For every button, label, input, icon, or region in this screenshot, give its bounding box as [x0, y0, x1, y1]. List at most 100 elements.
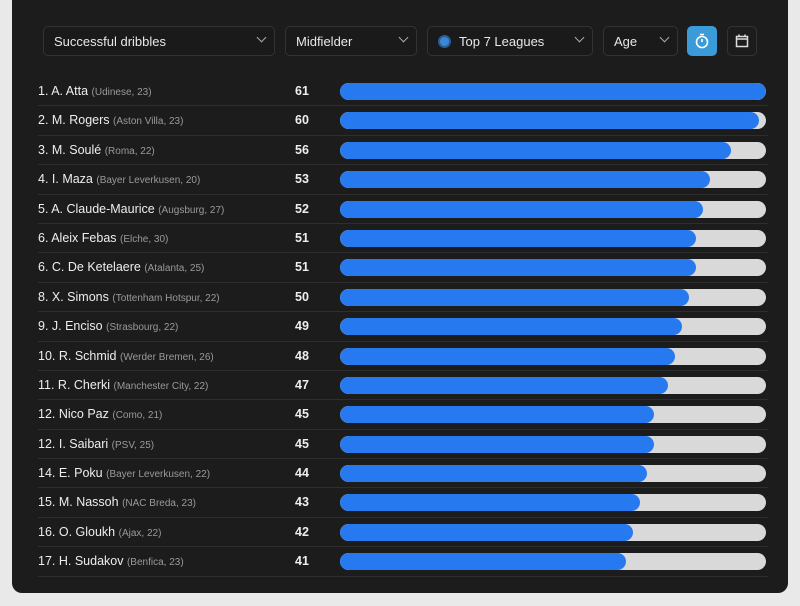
stat-bar-fill — [340, 376, 669, 394]
player-row[interactable]: 12. I. Saibari (PSV, 25) 45 — [38, 430, 768, 460]
stat-value: 53 — [295, 172, 309, 187]
position-select-value: Midfielder — [296, 33, 353, 49]
player-name: 15. M. Nassoh (NAC Breda, 23) — [38, 495, 196, 509]
stat-value: 45 — [295, 407, 309, 422]
player-name: 4. I. Maza (Bayer Leverkusen, 20) — [38, 172, 200, 186]
player-row[interactable]: 1. A. Atta (Udinese, 23) 61 — [38, 77, 768, 107]
stat-bar-fill — [340, 435, 655, 453]
stat-bar-track — [340, 347, 766, 365]
stat-value: 48 — [295, 348, 309, 363]
stat-bar-track — [340, 523, 766, 541]
stat-bar-track — [340, 465, 766, 483]
stat-value: 41 — [295, 554, 309, 569]
stat-bar-fill — [340, 141, 732, 159]
stat-bar-fill — [340, 200, 704, 218]
player-club-age: (Atalanta, 25) — [144, 263, 205, 275]
stat-bar-track — [340, 200, 766, 218]
player-club-age: (Strasbourg, 22) — [106, 322, 179, 334]
player-name: 12. Nico Paz (Como, 21) — [38, 407, 162, 421]
player-row[interactable]: 3. M. Soulé (Roma, 22) 56 — [38, 136, 768, 166]
player-name: 9. J. Enciso (Strasbourg, 22) — [38, 319, 178, 333]
player-label: 6. Aleix Febas — [38, 230, 117, 245]
player-club-age: (PSV, 25) — [111, 439, 155, 451]
stat-value: 56 — [295, 142, 309, 157]
stat-bar-track — [340, 494, 766, 512]
stat-value: 42 — [295, 524, 309, 539]
player-club-age: (NAC Breda, 23) — [122, 498, 196, 510]
player-row[interactable]: 10. R. Schmid (Werder Bremen, 26) 48 — [38, 342, 768, 371]
metric-select[interactable]: Successful dribbles — [43, 26, 275, 56]
player-club-age: (Bayer Leverkusen, 22) — [106, 469, 211, 481]
season-calendar-button[interactable] — [727, 26, 757, 56]
player-row[interactable]: 9. J. Enciso (Strasbourg, 22) 49 — [38, 312, 768, 342]
per-90-toggle-button[interactable] — [687, 26, 717, 56]
player-club-age: (Elche, 30) — [120, 233, 169, 245]
player-row[interactable]: 8. X. Simons (Tottenham Hotspur, 22) 50 — [38, 283, 768, 313]
player-club-age: (Como, 21) — [112, 410, 163, 422]
stat-bar-fill — [340, 229, 697, 247]
stat-value: 43 — [295, 495, 309, 510]
chevron-down-icon — [659, 32, 670, 43]
chevron-down-icon — [256, 32, 267, 43]
player-label: 8. X. Simons — [38, 289, 109, 304]
player-name: 2. M. Rogers (Aston Villa, 23) — [38, 113, 183, 127]
player-label: 9. J. Enciso — [38, 319, 103, 334]
stat-bar-track — [340, 229, 766, 247]
stat-bar-track — [340, 83, 766, 100]
player-label: 10. R. Schmid — [38, 348, 117, 363]
player-label: 15. M. Nassoh — [38, 495, 119, 510]
stat-bar-fill — [340, 494, 641, 512]
player-name: 11. R. Cherki (Manchester City, 22) — [38, 378, 208, 392]
player-club-age: (Augsburg, 27) — [158, 204, 225, 216]
stat-bar-fill — [340, 347, 676, 365]
stat-bar-fill — [340, 112, 760, 130]
player-label: 12. I. Saibari — [38, 436, 109, 451]
player-name: 12. I. Saibari (PSV, 25) — [38, 437, 154, 451]
player-row[interactable]: 12. Nico Paz (Como, 21) 45 — [38, 400, 768, 430]
league-select-value: Top 7 Leagues — [459, 33, 545, 49]
stat-value: 47 — [295, 377, 309, 392]
age-select[interactable]: Age — [603, 26, 678, 56]
stat-bar-fill — [340, 259, 697, 277]
player-label: 11. R. Cherki — [38, 377, 111, 392]
player-row[interactable]: 17. H. Sudakov (Benfica, 23) 41 — [38, 547, 768, 577]
stat-value: 51 — [295, 230, 309, 245]
stat-bar-track — [340, 171, 766, 189]
player-club-age: (Tottenham Hotspur, 22) — [112, 292, 220, 304]
player-row[interactable]: 2. M. Rogers (Aston Villa, 23) 60 — [38, 106, 768, 136]
player-row[interactable]: 4. I. Maza (Bayer Leverkusen, 20) 53 — [38, 165, 768, 195]
player-row[interactable]: 6. Aleix Febas (Elche, 30) 51 — [38, 224, 768, 254]
stat-bar-track — [340, 553, 766, 571]
league-select[interactable]: Top 7 Leagues — [427, 26, 593, 56]
stat-value: 52 — [295, 201, 309, 216]
player-row[interactable]: 5. A. Claude-Maurice (Augsburg, 27) 52 — [38, 195, 768, 224]
player-name: 6. Aleix Febas (Elche, 30) — [38, 231, 168, 245]
stat-bar-fill — [340, 465, 648, 483]
stat-value: 61 — [295, 84, 309, 98]
player-label: 3. M. Soulé — [38, 142, 102, 157]
stat-bar-fill — [340, 288, 690, 306]
player-row[interactable]: 11. R. Cherki (Manchester City, 22) 47 — [38, 371, 768, 401]
player-label: 2. M. Rogers — [38, 113, 110, 128]
stat-bar-track — [340, 141, 766, 159]
player-name: 3. M. Soulé (Roma, 22) — [38, 143, 155, 157]
stat-value: 45 — [295, 436, 309, 451]
stat-value: 44 — [295, 466, 309, 481]
player-club-age: (Roma, 22) — [104, 145, 155, 157]
player-row[interactable]: 14. E. Poku (Bayer Leverkusen, 22) 44 — [38, 459, 768, 489]
player-row[interactable]: 15. M. Nassoh (NAC Breda, 23) 43 — [38, 488, 768, 518]
player-row[interactable]: 6. C. De Ketelaere (Atalanta, 25) 51 — [38, 253, 768, 283]
player-row[interactable]: 16. O. Gloukh (Ajax, 22) 42 — [38, 518, 768, 548]
globe-icon — [438, 34, 451, 48]
stopwatch-icon — [695, 33, 709, 49]
player-club-age: (Bayer Leverkusen, 20) — [96, 175, 201, 187]
stat-bar-track — [340, 259, 766, 277]
age-select-value: Age — [614, 33, 638, 49]
player-label: 5. A. Claude-Maurice — [38, 201, 155, 216]
position-select[interactable]: Midfielder — [285, 26, 417, 56]
player-name: 17. H. Sudakov (Benfica, 23) — [38, 554, 184, 568]
player-ranking-list: 1. A. Atta (Udinese, 23) 61 2. M. Rogers… — [38, 77, 768, 577]
stat-value: 60 — [295, 113, 309, 128]
player-name: 5. A. Claude-Maurice (Augsburg, 27) — [38, 202, 224, 216]
calendar-icon — [735, 34, 749, 48]
